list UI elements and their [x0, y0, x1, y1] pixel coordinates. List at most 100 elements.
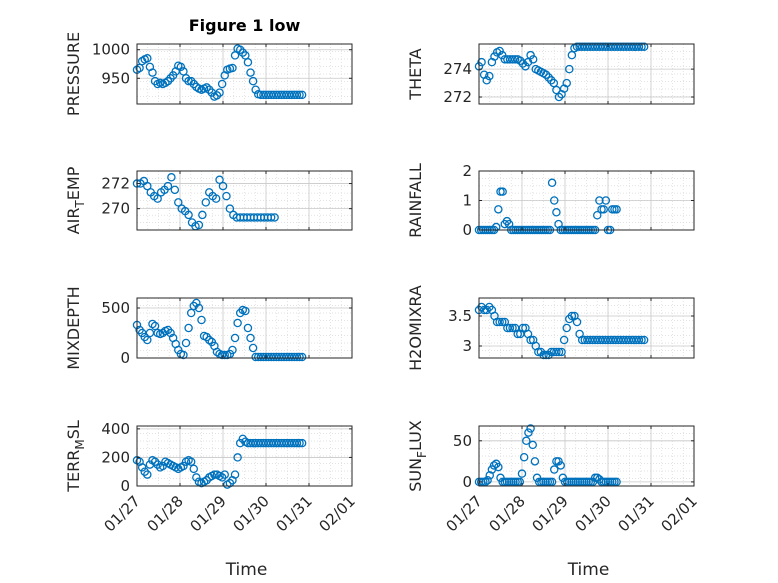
data-point	[497, 50, 507, 60]
data-point	[179, 461, 188, 471]
data-point	[201, 198, 211, 207]
data-point	[599, 205, 608, 214]
data-point	[225, 204, 235, 213]
y-axis-label: SUNFLUX	[406, 420, 429, 492]
data-point	[490, 52, 499, 61]
data-point	[544, 73, 553, 82]
x-axis-label-left: Time	[225, 560, 268, 580]
data-point	[241, 306, 250, 316]
data-point	[498, 187, 507, 196]
data-point	[547, 477, 557, 487]
data-point	[143, 335, 152, 345]
data-point	[601, 196, 611, 205]
data-point	[528, 440, 538, 450]
x-tick-label: 02/01	[316, 492, 359, 535]
y-axis-label: THETA	[406, 48, 425, 100]
data-point	[170, 185, 180, 195]
y-tick-label: 2	[462, 162, 472, 180]
data-point	[524, 428, 533, 437]
data-point	[243, 58, 253, 67]
y-tick-label: 400	[101, 420, 130, 438]
axes-box	[136, 425, 353, 487]
y-tick-label: 270	[101, 200, 130, 218]
data-point	[186, 308, 196, 318]
data-point	[562, 323, 571, 333]
data-point	[550, 465, 559, 474]
subplot-6: 3 3.5 H2OMIXRA	[406, 285, 695, 371]
data-point	[148, 319, 157, 329]
data-point	[519, 452, 529, 462]
data-point	[593, 210, 602, 220]
data-point	[192, 298, 201, 308]
y-tick-label: 950	[101, 69, 130, 87]
data-point	[526, 424, 535, 433]
data-point	[150, 321, 160, 331]
data-point	[211, 194, 221, 203]
data-point	[228, 345, 237, 355]
data-point	[485, 71, 494, 81]
data-point	[192, 473, 201, 482]
data-point	[494, 205, 503, 214]
x-tick-label: 01/27	[443, 492, 486, 535]
data-point	[595, 196, 604, 205]
y-tick-label: 3	[462, 337, 472, 355]
data-point	[217, 79, 227, 89]
x-tick-label: 01/31	[273, 492, 316, 535]
data-point	[634, 335, 644, 345]
data-point	[218, 181, 228, 191]
data-point	[153, 194, 162, 203]
subplot-1: 950 1000 PRESSURE	[64, 32, 353, 116]
data-point	[215, 175, 224, 185]
data-point	[297, 352, 307, 362]
data-point	[556, 461, 565, 470]
x-tick-label: 01/28	[486, 492, 529, 535]
y-tick-label: 500	[101, 299, 130, 317]
data-point	[197, 315, 206, 325]
data-point	[186, 457, 196, 466]
axes-box	[478, 297, 695, 359]
data-point	[485, 471, 494, 480]
subplot-3: 270 272 AIRTEMP	[64, 166, 353, 234]
data-point	[491, 222, 501, 232]
data-point	[167, 173, 176, 182]
x-tick-label: 01/31	[615, 492, 658, 535]
data-point	[518, 323, 528, 333]
y-tick-label: 0	[120, 477, 130, 495]
data-point	[246, 333, 255, 343]
y-axis-label: H2OMIXRA	[406, 285, 425, 371]
data-point	[292, 90, 302, 100]
data-point	[198, 210, 207, 220]
data-point	[137, 463, 147, 472]
data-point	[554, 457, 563, 466]
data-point	[639, 335, 649, 345]
data-point	[266, 213, 276, 222]
data-point	[516, 56, 525, 65]
data-point	[176, 62, 186, 72]
data-point	[554, 92, 564, 102]
data-point	[552, 208, 561, 217]
y-axis-label: RAINFALL	[406, 163, 425, 238]
axes-box	[478, 425, 695, 487]
data-point	[246, 68, 255, 77]
data-point	[510, 55, 520, 64]
data-point	[143, 181, 152, 191]
x-tick-label: 01/30	[230, 492, 273, 535]
data-point	[292, 352, 302, 362]
axes-box	[136, 43, 353, 105]
x-tick-label: 01/29	[187, 492, 230, 535]
data-point	[546, 76, 556, 85]
x-tick-label: 01/29	[529, 492, 572, 535]
data-point	[639, 42, 649, 52]
data-point	[230, 470, 240, 479]
y-axis-label: AIRTEMP	[64, 166, 87, 234]
y-tick-label: 272	[443, 88, 472, 106]
data-point	[526, 335, 535, 345]
data-point	[559, 335, 569, 345]
data-point	[222, 191, 231, 201]
data-point	[515, 477, 525, 487]
y-tick-label: 200	[101, 448, 130, 466]
subplot-7: 0 200 400 TERRMSL 01/27 01/28 01/29 01/30 01/31 0…	[64, 420, 359, 536]
data-point	[163, 181, 173, 191]
y-axis-label: TERRMSL	[64, 420, 87, 493]
